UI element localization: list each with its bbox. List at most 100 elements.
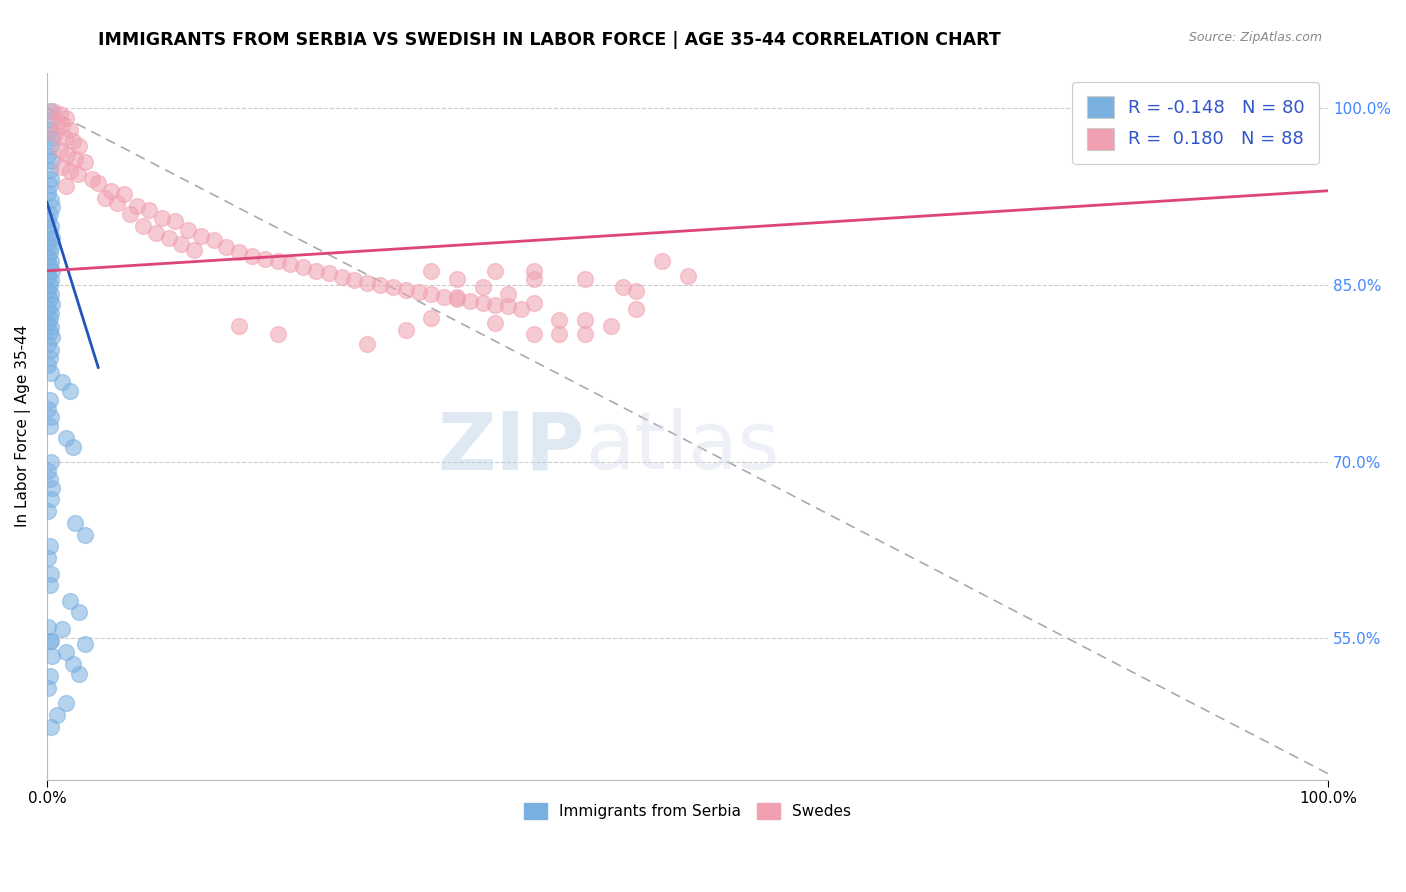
- Point: [37, 551, 59, 566]
- Point: [38, 245, 60, 260]
- Point: [496, 287, 519, 301]
- Point: [446, 292, 468, 306]
- Point: [280, 257, 302, 271]
- Point: [42, 103, 65, 118]
- Point: [44, 127, 66, 141]
- Point: [87, 176, 110, 190]
- Point: [59, 384, 82, 398]
- Point: [37, 186, 59, 200]
- Point: [59, 163, 82, 178]
- Point: [150, 211, 173, 225]
- Point: [496, 299, 519, 313]
- Point: [38, 393, 60, 408]
- Point: [381, 280, 404, 294]
- Point: [51, 160, 73, 174]
- Point: [49, 143, 72, 157]
- Point: [55, 696, 77, 710]
- Point: [132, 219, 155, 233]
- Point: [75, 637, 97, 651]
- Point: [107, 195, 129, 210]
- Point: [420, 310, 443, 325]
- Point: [39, 455, 62, 469]
- Point: [39, 409, 62, 424]
- Point: [523, 264, 546, 278]
- Point: [305, 264, 328, 278]
- Point: [39, 720, 62, 734]
- Point: [145, 226, 167, 240]
- Point: [471, 295, 494, 310]
- Point: [39, 287, 62, 301]
- Point: [39, 172, 62, 186]
- Point: [626, 301, 648, 316]
- Point: [46, 707, 69, 722]
- Point: [39, 240, 62, 254]
- Text: atlas: atlas: [585, 409, 779, 486]
- Point: [157, 231, 180, 245]
- Point: [37, 268, 59, 283]
- Point: [38, 325, 60, 339]
- Text: IMMIGRANTS FROM SERBIA VS SWEDISH IN LABOR FORCE | AGE 35-44 CORRELATION CHART: IMMIGRANTS FROM SERBIA VS SWEDISH IN LAB…: [98, 31, 1001, 49]
- Point: [38, 207, 60, 221]
- Text: Source: ZipAtlas.com: Source: ZipAtlas.com: [1188, 31, 1322, 45]
- Point: [548, 327, 571, 342]
- Point: [343, 273, 366, 287]
- Point: [446, 272, 468, 286]
- Point: [38, 578, 60, 592]
- Point: [63, 516, 86, 530]
- Point: [39, 343, 62, 357]
- Point: [38, 225, 60, 239]
- Point: [51, 375, 73, 389]
- Point: [55, 645, 77, 659]
- Point: [651, 254, 673, 268]
- Point: [138, 202, 160, 217]
- Point: [37, 235, 59, 250]
- Point: [62, 441, 84, 455]
- Text: ZIP: ZIP: [437, 409, 585, 486]
- Point: [37, 213, 59, 227]
- Point: [523, 295, 546, 310]
- Point: [59, 593, 82, 607]
- Point: [420, 287, 443, 301]
- Point: [49, 107, 72, 121]
- Point: [408, 285, 430, 299]
- Point: [574, 327, 596, 342]
- Point: [39, 366, 62, 380]
- Point: [46, 115, 69, 129]
- Y-axis label: In Labor Force | Age 35-44: In Labor Force | Age 35-44: [15, 325, 31, 527]
- Point: [38, 351, 60, 365]
- Point: [356, 276, 378, 290]
- Point: [318, 266, 340, 280]
- Point: [39, 273, 62, 287]
- Point: [41, 200, 63, 214]
- Point: [67, 666, 90, 681]
- Point: [51, 119, 73, 133]
- Point: [53, 130, 76, 145]
- Point: [120, 207, 142, 221]
- Point: [39, 306, 62, 320]
- Point: [395, 323, 418, 337]
- Point: [41, 330, 63, 344]
- Point: [574, 313, 596, 327]
- Point: [63, 152, 86, 166]
- Point: [599, 319, 621, 334]
- Point: [548, 313, 571, 327]
- Point: [177, 222, 200, 236]
- Point: [39, 566, 62, 581]
- Point: [484, 316, 506, 330]
- Point: [75, 155, 97, 169]
- Point: [41, 297, 63, 311]
- Point: [39, 633, 62, 648]
- Point: [170, 236, 193, 251]
- Point: [37, 464, 59, 478]
- Point: [38, 669, 60, 683]
- Point: [75, 527, 97, 541]
- Point: [37, 250, 59, 264]
- Point: [368, 277, 391, 292]
- Point: [55, 179, 77, 194]
- Point: [125, 199, 148, 213]
- Point: [471, 280, 494, 294]
- Point: [484, 264, 506, 278]
- Point: [523, 272, 546, 286]
- Point: [38, 633, 60, 648]
- Point: [183, 243, 205, 257]
